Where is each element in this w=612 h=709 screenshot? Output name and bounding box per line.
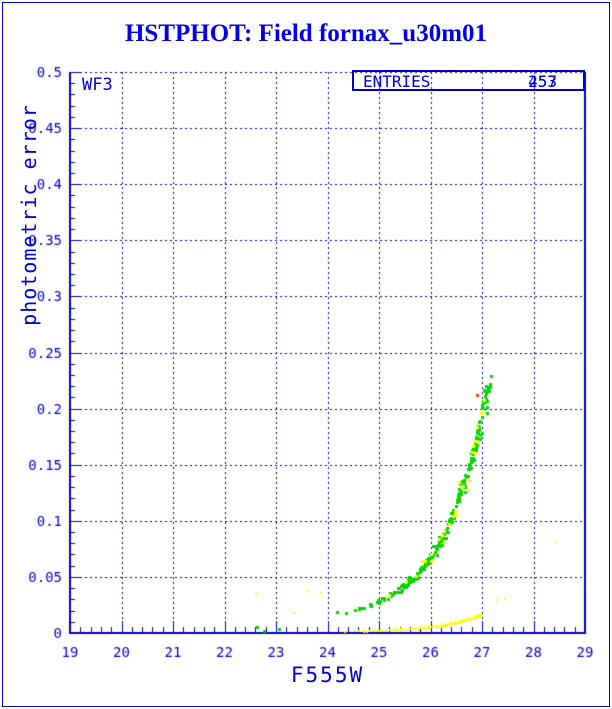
entries-stat-box: ENTRIES 253 457: [352, 70, 585, 91]
detector-label: WF3: [82, 75, 113, 95]
entries-count-a: 253: [528, 72, 557, 91]
x-axis-title: F555W: [290, 663, 365, 687]
entries-count-b: 457: [528, 72, 557, 91]
y-axis-title: photometric error: [17, 104, 41, 326]
entries-label: ENTRIES: [363, 72, 431, 91]
page-title: HSTPHOT: Field fornax_u30m01: [124, 20, 488, 47]
